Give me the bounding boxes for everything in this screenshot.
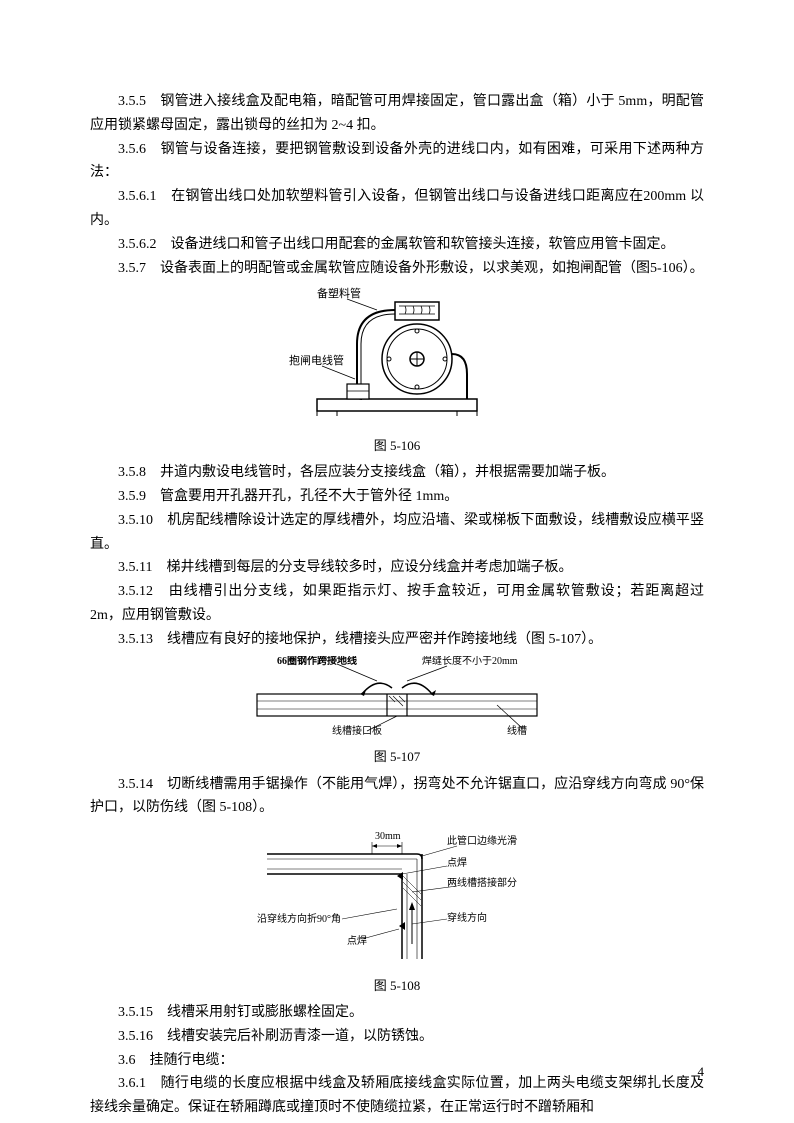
para-3-5-6-2: 3.5.6.2 设备进线口和管子出线口用配套的金属软管和软管接头连接，软管应用管… [90,233,704,257]
figure-5-106: 备塑料管 抱闸电线管 [90,284,704,433]
document-page: 3.5.5 钢管进入接线盒及配电箱，暗配管可用焊接固定，管口露出盒（箱）小于 5… [0,0,794,1123]
para-3-5-14: 3.5.14 切断线槽需用手锯操作（不能用气焊），拐弯处不允许锯直口，应沿穿线方… [90,773,704,821]
para-3-5-7: 3.5.7 设备表面上的明配管或金属软管应随设备外形敷设，以求美观，如抱闸配管（… [90,257,704,281]
caption-5-107: 图 5-107 [90,746,704,768]
para-3-5-9: 3.5.9 管盒要用开孔器开孔，孔径不大于管外径 1mm。 [90,485,704,509]
para-3-5-12: 3.5.12 由线槽引出分支线，如果距指示灯、按手盒较近，可用金属软管敷设；若距… [90,580,704,628]
para-3-5-16: 3.5.16 线槽安装完后补刷沥青漆一道，以防锈蚀。 [90,1025,704,1049]
fig3-label5: 沿穿线方向折90°角 [257,912,341,925]
caption-5-106: 图 5-106 [90,435,704,457]
fig2-label3: 线槽接口板 [332,724,382,736]
para-3-5-8: 3.5.8 井道内敷设电线管时，各层应装分支接线盒（箱），并根据需要加端子板。 [90,461,704,485]
fig3-label3: 点焊 [447,857,467,869]
fig3-label4: 两线槽搭接部分 [447,876,517,889]
caption-5-108: 图 5-108 [90,975,704,997]
fig3-label6: 点焊 [347,935,367,947]
fig1-label2: 抱闸电线管 [289,353,344,367]
fig3-label2: 此管口边缘光滑 [447,834,517,847]
para-3-6: 3.6 挂随行电缆： [90,1049,704,1073]
fig2-label1: 66圈钢作跨接地线 [277,656,357,667]
para-3-5-13: 3.5.13 线槽应有良好的接地保护，线槽接头应严密并作跨接地线（图 5-107… [90,628,704,652]
fig3-label1: 30mm [375,831,401,842]
para-3-5-11: 3.5.11 梯井线槽到每层的分支导线较多时，应设分线盒并考虑加端子板。 [90,556,704,580]
fig2-label2: 焊缝长度不小于20mm [422,656,518,667]
fig1-label1: 备塑料管 [317,286,361,300]
figure-5-108: 30mm 此管口边缘光滑 点焊 两线槽搭接部分 沿穿线方向折90°角 点焊 穿线… [90,824,704,973]
para-3-5-5: 3.5.5 钢管进入接线盒及配电箱，暗配管可用焊接固定，管口露出盒（箱）小于 5… [90,90,704,138]
para-3-5-10: 3.5.10 机房配线槽除设计选定的厚线槽外，均应沿墙、梁或梯板下面敷设，线槽敷… [90,509,704,557]
figure-5-107: 66圈钢作跨接地线 焊缝长度不小于20mm 线槽接口板 线槽 [90,656,704,745]
para-3-5-6-1: 3.5.6.1 在钢管出线口处加软塑料管引入设备，但钢管出线口与设备进线口距离应… [90,185,704,233]
para-3-5-15: 3.5.15 线槽采用射钉或膨胀螺栓固定。 [90,1001,704,1025]
fig3-label7: 穿线方向 [447,911,487,924]
fig2-label4: 线槽 [507,724,527,736]
para-3-5-6: 3.5.6 钢管与设备连接，要把钢管敷设到设备外壳的进线口内，如有困难，可采用下… [90,138,704,186]
page-number: 4 [698,1061,705,1083]
para-3-6-1: 3.6.1 随行电缆的长度应根据中线盒及轿厢底接线盒实际位置，加上两头电缆支架绑… [90,1072,704,1120]
